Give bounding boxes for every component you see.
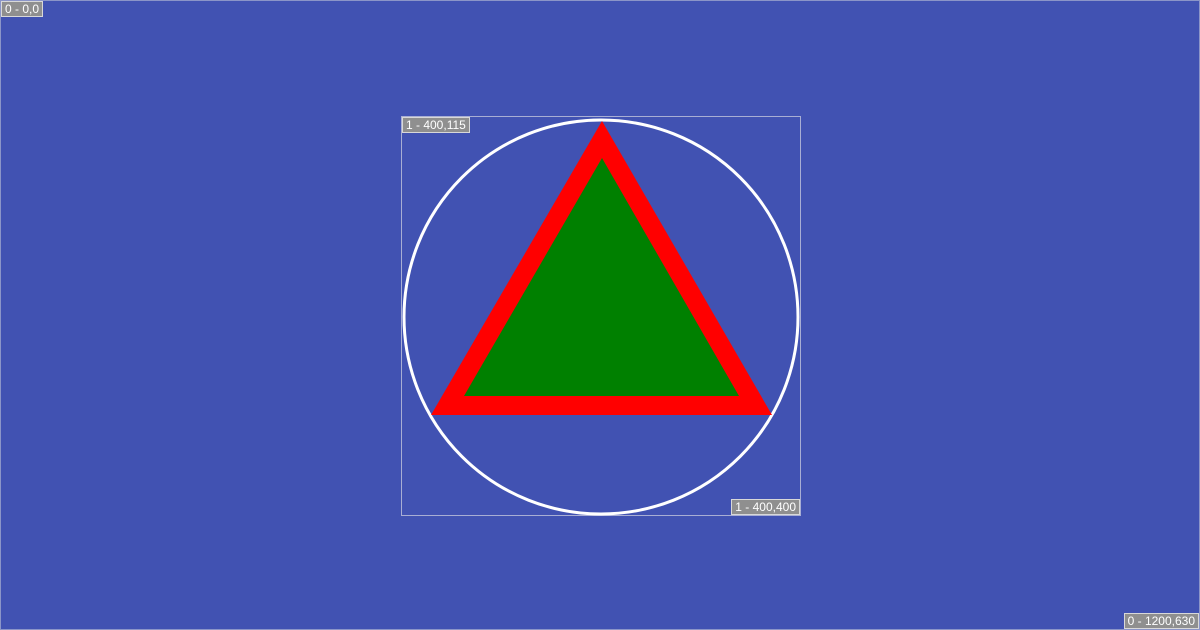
layer-drawing	[402, 118, 800, 516]
canvas-extent-label: 0 - 1200,630	[1123, 613, 1199, 629]
outer-circle	[402, 118, 800, 516]
layer-bounding-box[interactable]: 1 - 400,115 1 - 400,400	[401, 116, 801, 516]
layer-origin-label: 1 - 400,115	[402, 117, 470, 133]
canvas-origin-label: 0 - 0,0	[1, 1, 44, 17]
layer-extent-label: 1 - 400,400	[731, 499, 800, 515]
triangle-fill	[464, 158, 739, 396]
